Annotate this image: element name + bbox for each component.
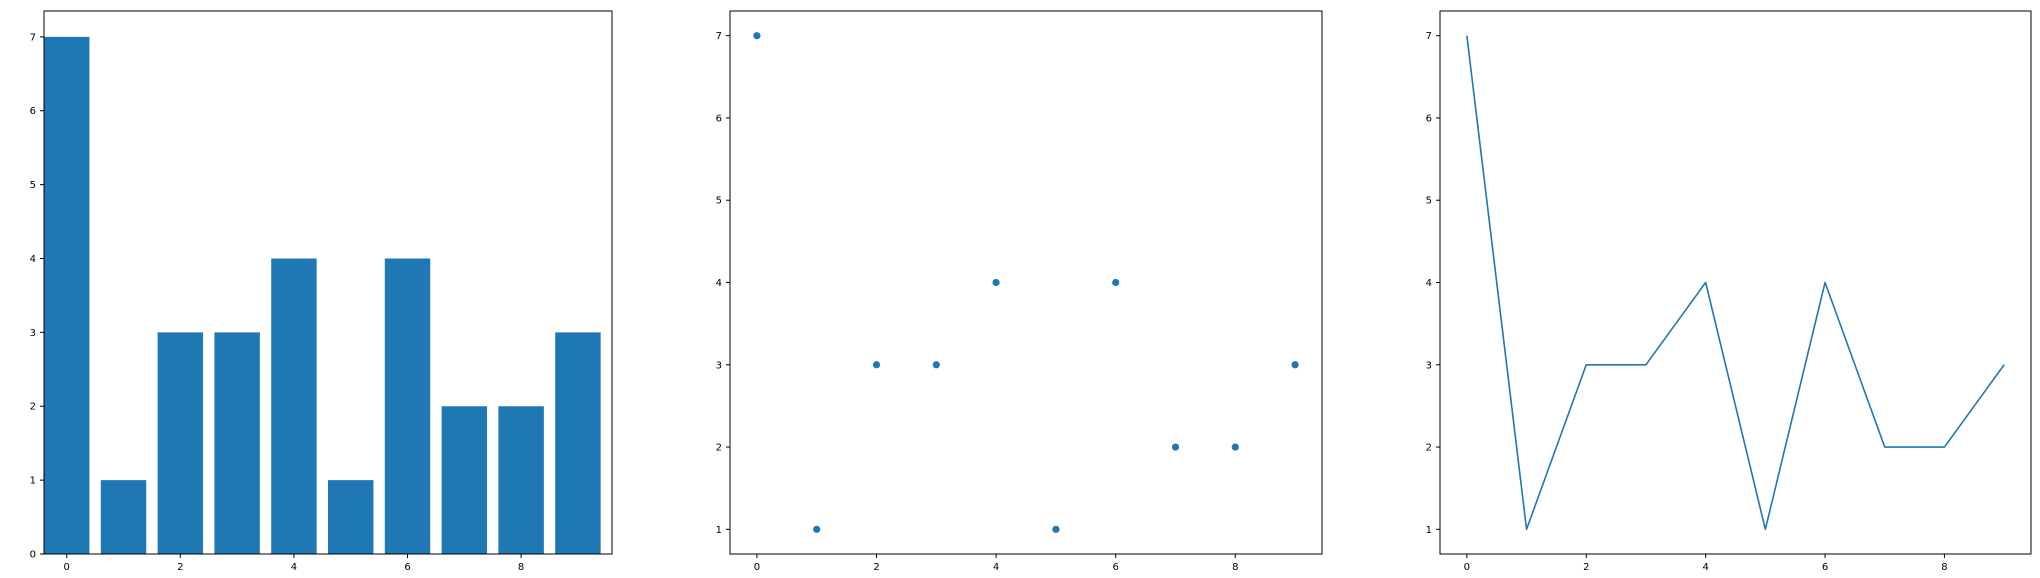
y-tick-label: 5 bbox=[716, 196, 722, 207]
x-tick-label: 8 bbox=[1232, 562, 1238, 573]
y-tick-label: 3 bbox=[716, 360, 722, 371]
bar-1 bbox=[100, 480, 147, 554]
bar-2 bbox=[157, 332, 204, 554]
x-tick-label: 4 bbox=[993, 562, 999, 573]
x-tick-label: 4 bbox=[291, 562, 297, 573]
bar-9 bbox=[555, 332, 601, 554]
x-tick-label: 2 bbox=[1583, 562, 1589, 573]
y-tick-label: 3 bbox=[1426, 360, 1432, 371]
x-tick-label: 0 bbox=[754, 562, 760, 573]
x-tick-label: 4 bbox=[1702, 562, 1708, 573]
subplot-1-bar: 0 2 4 6 8 0 1 2 3 4 5 6 7 bbox=[30, 10, 613, 573]
bar-4 bbox=[271, 258, 317, 554]
y-tick-label: 4 bbox=[1426, 278, 1432, 289]
bar-3 bbox=[214, 332, 260, 554]
axes-frame bbox=[1439, 10, 2032, 555]
y-tick-label: 6 bbox=[716, 113, 722, 124]
y-tick-label: 1 bbox=[1426, 525, 1432, 536]
subplot-3-line: 0 2 4 6 8 1 2 3 4 5 6 7 bbox=[1426, 10, 2032, 573]
y-tick-label: 7 bbox=[30, 32, 36, 43]
y-tick-label: 1 bbox=[30, 476, 36, 487]
y-tick-label: 6 bbox=[30, 106, 36, 117]
x-tick-label: 2 bbox=[873, 562, 879, 573]
point-2 bbox=[872, 361, 881, 369]
bar-6 bbox=[384, 258, 431, 554]
y-tick-label: 0 bbox=[30, 550, 36, 561]
axes-frame bbox=[43, 10, 613, 555]
bar-5 bbox=[328, 480, 374, 554]
point-9 bbox=[1291, 361, 1299, 369]
x-tick-label: 6 bbox=[1822, 562, 1828, 573]
subplot-2-scatter: 0 2 4 6 8 1 2 3 4 5 6 7 bbox=[716, 10, 1323, 573]
point-8 bbox=[1231, 443, 1239, 451]
x-tick-label: 6 bbox=[404, 562, 410, 573]
point-3 bbox=[932, 361, 940, 369]
x-tick-label: 8 bbox=[518, 562, 524, 573]
x-tick-label: 6 bbox=[1113, 562, 1119, 573]
y-tick-label: 4 bbox=[716, 278, 722, 289]
y-tick-label: 3 bbox=[30, 328, 36, 339]
y-tick-label: 2 bbox=[30, 402, 36, 413]
y-tick-label: 1 bbox=[716, 525, 722, 536]
x-tick-label: 2 bbox=[177, 562, 183, 573]
point-1 bbox=[813, 525, 821, 533]
bar-8 bbox=[498, 406, 544, 554]
x-tick-label: 8 bbox=[1941, 562, 1947, 573]
axes-frame bbox=[729, 10, 1323, 555]
x-tick-label: 0 bbox=[64, 562, 70, 573]
y-tick-label: 7 bbox=[1426, 31, 1432, 42]
point-5 bbox=[1052, 525, 1060, 533]
y-tick-label: 7 bbox=[716, 31, 722, 42]
y-tick-label: 6 bbox=[1426, 113, 1432, 124]
point-4 bbox=[992, 278, 1000, 287]
series-line bbox=[1466, 35, 2005, 531]
point-6 bbox=[1112, 278, 1120, 287]
y-tick-label: 2 bbox=[716, 443, 722, 454]
y-tick-label: 4 bbox=[30, 254, 36, 265]
point-7 bbox=[1171, 443, 1180, 451]
x-tick-label: 0 bbox=[1464, 562, 1470, 573]
bar-7 bbox=[441, 406, 488, 554]
y-tick-label: 2 bbox=[1426, 443, 1432, 454]
bar-0 bbox=[44, 36, 90, 555]
y-tick-label: 5 bbox=[1426, 196, 1432, 207]
point-0 bbox=[753, 32, 761, 40]
y-tick-label: 5 bbox=[30, 180, 36, 191]
